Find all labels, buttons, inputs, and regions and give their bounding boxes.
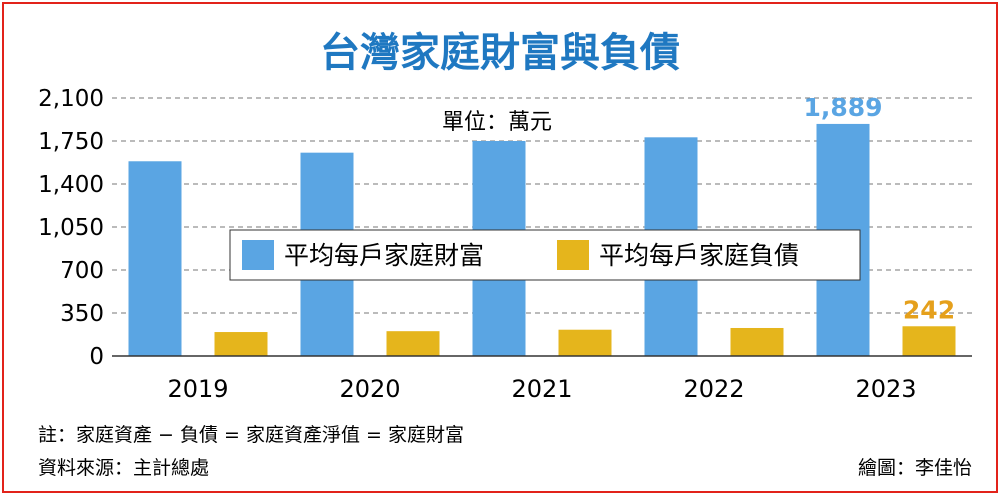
y-tick-label: 1,750 [38,129,104,155]
data-label: 242 [903,295,955,324]
x-tick-label: 2023 [855,375,916,403]
y-tick-label: 350 [60,301,104,327]
x-tick-label: 2019 [167,375,228,403]
y-tick-label: 2,100 [38,86,104,112]
data-label: 1,889 [803,93,882,122]
bar-debt [730,327,784,356]
bar-debt [902,326,956,356]
unit-label: 單位：萬元 [442,110,552,135]
legend-box [229,229,861,281]
footnote: 註：家庭資產 − 負債 = 家庭資產淨值 = 家庭財富 [38,424,464,446]
y-tick-label: 700 [60,258,104,284]
x-axis-ticks: 2019 2020 2021 2022 2023 [167,375,916,403]
y-tick-label: 1,400 [38,172,104,198]
credit-note: 繪圖：李佳怡 [858,457,972,479]
bar-wealth [128,161,182,356]
legend-swatch-debt [557,240,589,270]
x-tick-label: 2021 [511,375,572,403]
bar-debt [558,329,612,356]
bar-debt [214,332,268,356]
y-tick-label: 1,050 [38,215,104,241]
chart-title: 台灣家庭財富與負債 [320,30,680,76]
bar-debt [386,331,440,356]
bar-chart: 台灣家庭財富與負債 單位：萬元 0 350 700 1,050 1,400 1,750 2,… [38,30,972,479]
data-labels: 1,889 242 [803,93,955,324]
legend-swatch-wealth [242,240,274,270]
legend-label-debt: 平均每戶家庭負債 [599,241,799,270]
y-axis-ticks: 0 350 700 1,050 1,400 1,750 2,100 [38,86,104,370]
y-tick-label: 0 [89,344,104,370]
source-note: 資料來源：主計總處 [38,457,209,479]
x-tick-label: 2022 [683,375,744,403]
legend-label-wealth: 平均每戶家庭財富 [284,241,484,270]
x-tick-label: 2020 [339,375,400,403]
legend: 平均每戶家庭財富 平均每戶家庭負債 [229,229,861,281]
